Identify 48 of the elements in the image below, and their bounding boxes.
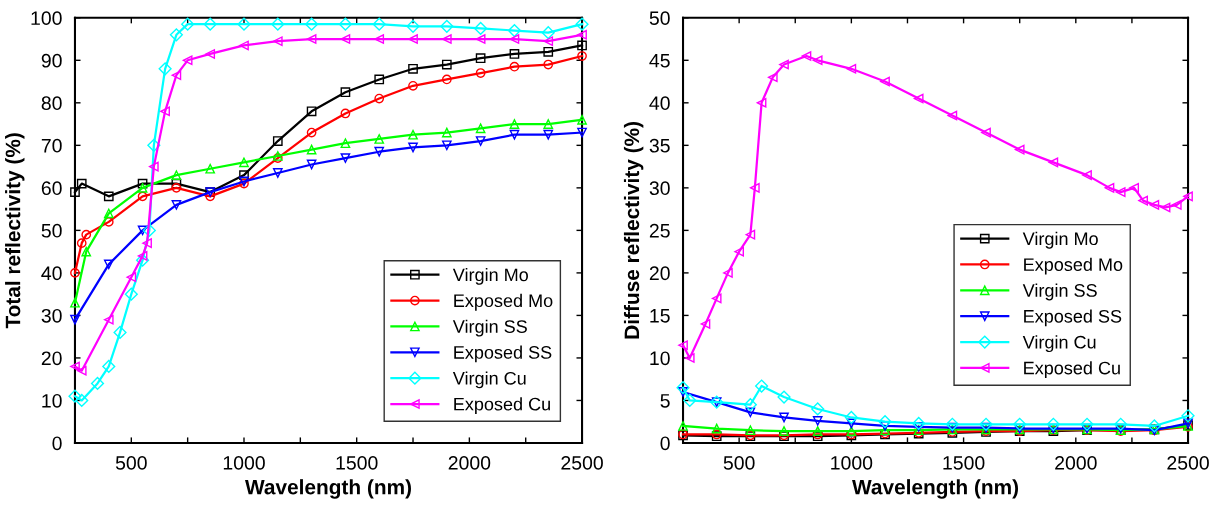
x-tick-label: 2000: [448, 455, 491, 470]
y-tick-label: 15: [650, 309, 670, 323]
y-tick-label: 20: [41, 351, 62, 366]
y-tick-label: 30: [649, 181, 670, 196]
legend-label: Exposed Cu: [454, 397, 550, 415]
legend-label: Exposed Mo: [1024, 257, 1123, 275]
y-tick-label: 40: [41, 266, 62, 281]
y-tick-label: 60: [41, 181, 62, 196]
legend-label: Exposed SS: [1024, 309, 1122, 327]
y-tick-label: 25: [649, 223, 670, 238]
y-tick-label: 20: [649, 266, 670, 281]
x-tick-label: 2500: [561, 455, 603, 470]
y-tick-label: 0: [52, 436, 62, 451]
legend-label: Exposed Mo: [454, 293, 553, 311]
x-tick-label: 500: [723, 455, 755, 470]
y-tick-label: 100: [31, 11, 62, 26]
legend-label: Virgin SS: [1022, 283, 1097, 301]
y-tick-label: 10: [650, 351, 670, 366]
x-axis-title: Wavelength (nm): [245, 479, 411, 499]
y-tick-label: 5: [660, 394, 670, 408]
x-tick-label: 1000: [223, 455, 265, 470]
y-axis-title: Total reflectivity (%): [5, 133, 25, 329]
x-tick-label: 1500: [336, 455, 378, 470]
x-tick-label: 500: [115, 455, 147, 470]
y-tick-label: 10: [42, 393, 62, 408]
legend-label: Virgin Mo: [1022, 231, 1098, 249]
legend-label: Exposed SS: [454, 345, 552, 363]
x-tick-label: 1500: [943, 455, 985, 470]
y-tick-label: 40: [649, 96, 670, 111]
y-tick-label: 80: [41, 96, 62, 111]
legend-label: Virgin Cu: [1022, 335, 1096, 353]
legend-label: Exposed Cu: [1024, 361, 1120, 378]
legend-label: Virgin SS: [452, 319, 527, 337]
legend-label: Virgin Mo: [452, 267, 528, 285]
x-tick-label: 1000: [831, 455, 873, 470]
legend-label: Virgin Cu: [452, 371, 526, 389]
y-tick-label: 45: [649, 53, 670, 68]
y-axis-title: Diffuse reflectivity (%): [623, 122, 644, 339]
y-tick-label: 0: [660, 436, 670, 451]
y-tick-label: 50: [41, 223, 62, 238]
y-tick-label: 70: [41, 138, 62, 153]
y-tick-label: 35: [649, 138, 670, 153]
y-tick-label: 90: [41, 53, 62, 68]
y-tick-label: 50: [649, 11, 670, 26]
x-tick-label: 2500: [1167, 455, 1209, 470]
y-tick-label: 30: [41, 308, 62, 323]
x-axis-title: Wavelength (nm): [852, 479, 1019, 499]
x-tick-label: 2000: [1055, 455, 1097, 470]
